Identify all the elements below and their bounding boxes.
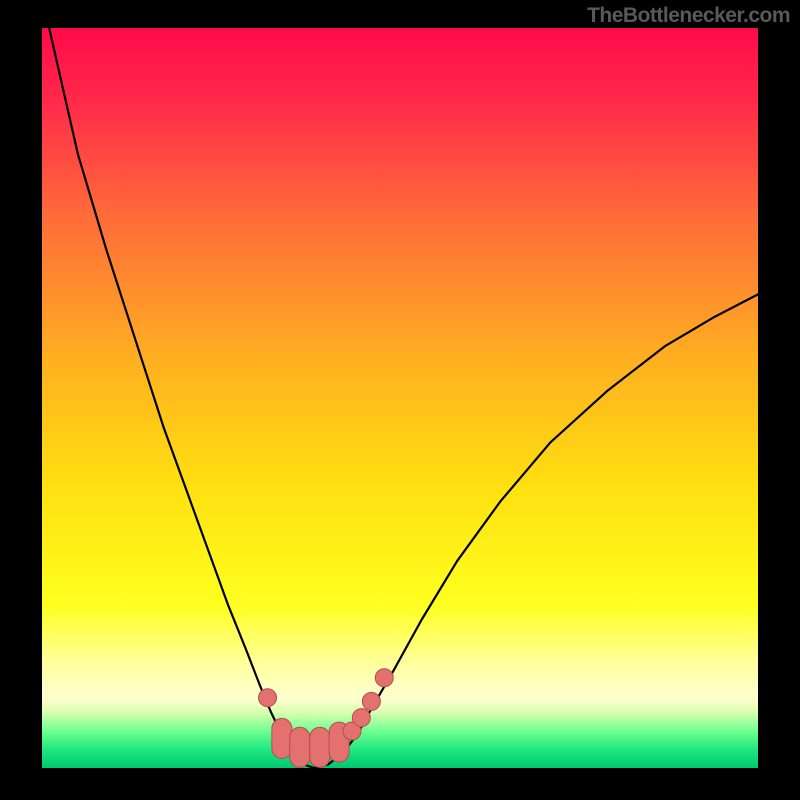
marker (290, 727, 310, 767)
marker (362, 692, 380, 710)
marker (352, 709, 370, 727)
plot-area (42, 28, 758, 768)
watermark-text: TheBottlenecker.com (587, 4, 790, 28)
chart-canvas: TheBottlenecker.com (0, 0, 800, 800)
marker-group (259, 669, 394, 768)
chart-overlay (42, 28, 758, 768)
marker (310, 727, 330, 767)
bottleneck-curve (49, 28, 758, 768)
marker (272, 718, 292, 758)
marker (375, 669, 393, 687)
marker (259, 689, 277, 707)
